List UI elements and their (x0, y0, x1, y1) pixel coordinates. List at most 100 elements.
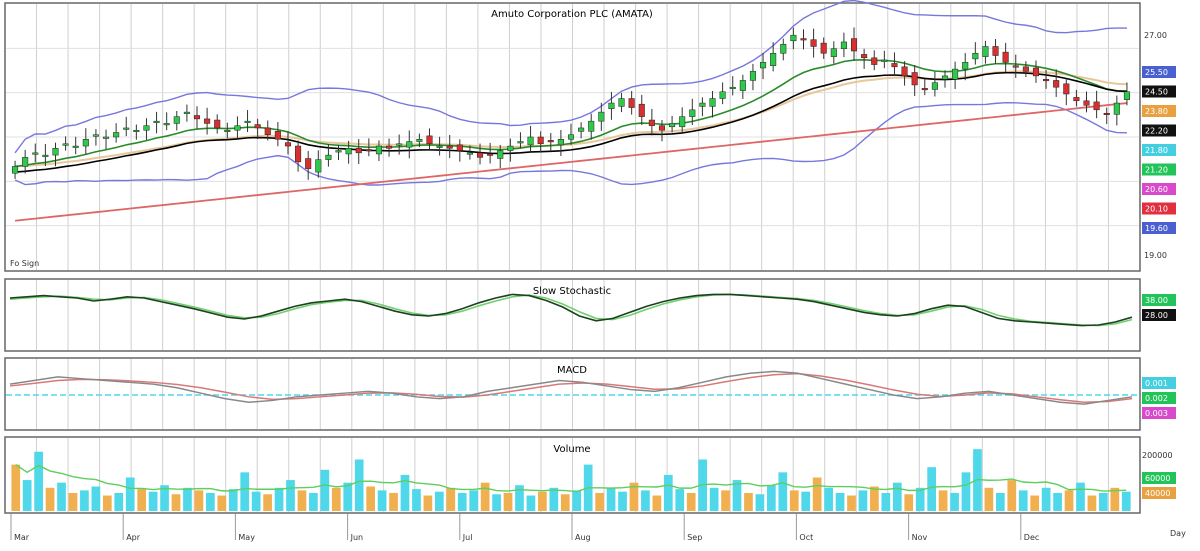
price-value-badge-box (1142, 66, 1176, 78)
candle-body (638, 103, 645, 117)
price-value-badge-label: 22.20 (1145, 127, 1168, 136)
candle-body (375, 145, 382, 155)
volume-bar (469, 490, 479, 511)
candle-body (123, 127, 130, 130)
volume-value-badge-box (1142, 487, 1176, 499)
volume-title: Volume (553, 444, 590, 455)
candle-body (436, 145, 443, 148)
candle-body (204, 118, 211, 124)
candle-body (699, 102, 706, 107)
candle-body (679, 116, 686, 128)
candle-body (92, 134, 99, 137)
macd-line (9, 370, 1133, 405)
volume-bar (286, 480, 295, 511)
month-tick-label: Aug (575, 533, 591, 542)
volume-bar (171, 494, 181, 511)
candle-body (254, 124, 261, 129)
candle-body (416, 139, 423, 142)
candle-body (173, 116, 180, 124)
volume-bar (492, 494, 501, 511)
volume-bar (950, 492, 959, 511)
price-value-badge-label: 20.10 (1145, 205, 1168, 214)
volume-bar (400, 474, 410, 511)
volume-bar (961, 472, 971, 511)
candle-body (941, 75, 949, 80)
candle-body (476, 152, 484, 158)
volume-bar (412, 489, 421, 511)
volume-bar (206, 492, 215, 511)
candle-body (406, 141, 413, 148)
candle-body (497, 150, 504, 159)
volume-bar (881, 492, 891, 511)
volume-bar (686, 492, 696, 511)
volume-bar (732, 480, 742, 511)
candle-body (426, 135, 433, 145)
candle-body (295, 145, 302, 163)
stochastic-value-badge-box (1142, 309, 1176, 321)
price-value-badge-box (1142, 124, 1176, 137)
candle-body (143, 125, 150, 131)
price-corner-note: Fo Sign (10, 259, 39, 268)
volume-average-line (15, 464, 1127, 493)
stochastic-value-badge-label: 38.00 (1145, 296, 1168, 305)
candle-body (1022, 66, 1029, 72)
candle-body (547, 140, 554, 143)
month-tick-label: Jun (350, 533, 364, 542)
candle-body (507, 145, 514, 151)
volume-bar (263, 494, 272, 511)
volume-bar (927, 467, 936, 511)
volume-bar (297, 490, 307, 511)
candle-body (386, 145, 393, 149)
stochastic-layer (9, 293, 1133, 327)
candle-body (466, 152, 473, 155)
candle-body (244, 120, 251, 123)
volume-bar (904, 494, 914, 511)
price-ytick-top: 27.00 (1144, 31, 1167, 40)
candle-body (962, 62, 969, 70)
volume-bar (503, 492, 513, 511)
volume-bar (377, 490, 387, 511)
volume-bar (938, 490, 948, 511)
price-value-badge-box (1142, 222, 1176, 234)
candle-body (861, 54, 868, 59)
month-tick-label: Mar (14, 533, 30, 542)
candle-body (952, 68, 959, 80)
volume-bar (57, 482, 66, 511)
candle-body (931, 82, 938, 90)
candle-body (557, 139, 564, 146)
volume-bar (618, 491, 627, 511)
volume-bar (228, 489, 238, 511)
price-value-badge-label: 23.80 (1145, 107, 1168, 116)
price-ytick-bottom: 19.00 (1144, 251, 1167, 260)
candle-body (153, 120, 160, 123)
volume-bar (102, 495, 112, 511)
candle-body (972, 53, 979, 60)
xaxis-corner-note: Day (1170, 529, 1186, 538)
candle-body (315, 159, 322, 173)
candle-body (1002, 51, 1009, 63)
candle-body (102, 136, 110, 139)
volume-bar (366, 486, 375, 511)
volume-bar (847, 495, 856, 511)
candle-body (396, 143, 403, 146)
bollinger-lower-line (14, 102, 1127, 186)
candle-body (133, 129, 140, 132)
macd-value-badge-box (1142, 377, 1176, 389)
candle-body (325, 154, 332, 160)
candle-body (193, 115, 201, 120)
volume-bar (217, 495, 227, 511)
volume-bar (1041, 487, 1051, 511)
price-value-badge-box (1142, 163, 1176, 176)
candle-body (780, 43, 787, 54)
candle-body (335, 150, 342, 153)
candle-body (305, 158, 312, 169)
volume-bar (309, 492, 318, 511)
volume-bar (915, 487, 925, 511)
stochastic-value-badge-label: 28.00 (1145, 311, 1168, 320)
volume-value-badge-label: 40000 (1145, 489, 1170, 498)
volume-bar (526, 495, 536, 511)
macd-title: MACD (557, 365, 587, 376)
candle-body (22, 157, 29, 167)
price-value-badge-label: 21.20 (1145, 166, 1168, 175)
volume-bar (858, 490, 868, 511)
